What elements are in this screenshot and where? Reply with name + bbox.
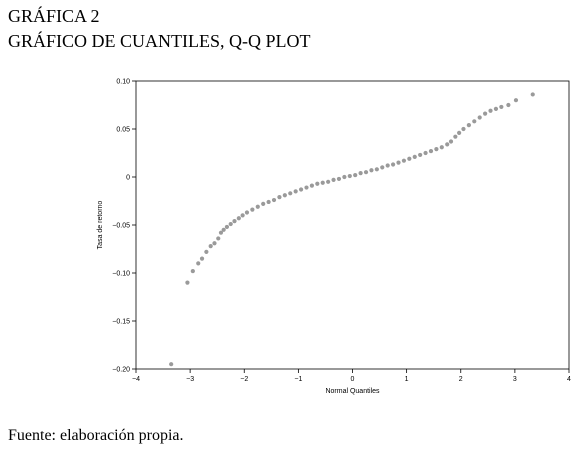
data-points bbox=[169, 92, 535, 367]
data-point bbox=[434, 147, 439, 152]
data-point bbox=[320, 180, 325, 185]
x-tick-label: 0 bbox=[351, 376, 355, 383]
data-point bbox=[199, 256, 205, 261]
data-point bbox=[236, 216, 241, 221]
x-tick-label: 4 bbox=[567, 376, 571, 383]
data-point bbox=[530, 92, 535, 97]
data-point bbox=[298, 187, 304, 192]
data-point bbox=[461, 126, 466, 132]
data-point bbox=[380, 165, 385, 170]
data-point bbox=[240, 213, 245, 218]
data-point bbox=[472, 119, 477, 124]
data-point bbox=[488, 108, 493, 113]
y-tick-label: −0.05 bbox=[112, 223, 130, 230]
y-tick-label: −0.15 bbox=[112, 319, 130, 326]
x-axis: −4 −3 −2 −1 0 1 2 3 4 bbox=[132, 369, 571, 383]
x-tick-label: 2 bbox=[459, 376, 463, 383]
data-point bbox=[453, 134, 458, 139]
data-point bbox=[499, 104, 504, 110]
data-point bbox=[385, 163, 390, 168]
data-point bbox=[353, 172, 358, 178]
x-tick-label: 1 bbox=[405, 376, 409, 383]
data-point bbox=[363, 170, 369, 175]
x-tick-label: −1 bbox=[294, 376, 302, 383]
data-point bbox=[407, 156, 412, 161]
x-tick-label: −2 bbox=[240, 376, 248, 383]
x-axis-label: Normal Quantiles bbox=[325, 388, 380, 395]
data-point bbox=[266, 199, 271, 205]
data-point bbox=[439, 145, 444, 150]
data-point bbox=[445, 142, 450, 147]
data-point bbox=[401, 158, 407, 163]
x-tick-label: −4 bbox=[132, 376, 140, 383]
data-point bbox=[336, 176, 342, 182]
y-axis-label: Tasa de retorno bbox=[97, 201, 104, 250]
data-point bbox=[428, 148, 434, 154]
data-point bbox=[358, 171, 363, 176]
data-point bbox=[493, 106, 499, 111]
data-point bbox=[282, 193, 287, 198]
data-point bbox=[261, 201, 266, 206]
data-point bbox=[216, 236, 221, 241]
data-point bbox=[204, 249, 209, 254]
y-tick-label: 0.05 bbox=[116, 127, 130, 134]
data-point bbox=[309, 183, 315, 188]
data-point bbox=[255, 204, 260, 209]
data-point bbox=[369, 168, 374, 173]
data-point bbox=[412, 154, 417, 159]
data-point bbox=[212, 241, 217, 246]
source-note: Fuente: elaboración propia. bbox=[8, 427, 184, 444]
data-point bbox=[483, 111, 488, 116]
x-tick-label: 3 bbox=[513, 376, 517, 383]
data-point bbox=[277, 195, 282, 200]
data-point bbox=[304, 185, 309, 190]
data-point bbox=[448, 139, 454, 144]
data-point bbox=[169, 362, 174, 367]
data-point bbox=[418, 152, 423, 158]
data-point bbox=[232, 219, 237, 224]
data-point bbox=[374, 167, 379, 172]
data-point bbox=[315, 181, 320, 186]
data-point bbox=[221, 227, 226, 232]
data-point bbox=[457, 130, 462, 135]
data-point bbox=[224, 224, 230, 230]
data-point bbox=[396, 160, 401, 165]
data-point bbox=[228, 221, 233, 227]
data-point bbox=[342, 174, 347, 180]
data-point bbox=[208, 244, 213, 249]
data-point bbox=[185, 280, 190, 285]
y-tick-label: 0 bbox=[126, 175, 130, 182]
data-point bbox=[271, 197, 277, 203]
data-point bbox=[293, 189, 298, 194]
data-point bbox=[244, 210, 250, 215]
data-point bbox=[326, 179, 331, 184]
data-point bbox=[250, 207, 255, 212]
data-point bbox=[288, 191, 293, 196]
data-point bbox=[506, 102, 511, 108]
y-tick-label: 0.10 bbox=[116, 79, 130, 86]
figure-title: GRÁFICO DE CUANTILES, Q-Q PLOT bbox=[8, 31, 311, 51]
data-point bbox=[390, 162, 396, 167]
y-axis: 0.10 0.05 0 −0.05 −0.10 −0.15 −0.20 bbox=[112, 79, 136, 374]
data-point bbox=[190, 268, 195, 274]
data-point bbox=[347, 173, 352, 179]
x-tick-label: −3 bbox=[186, 376, 194, 383]
data-point bbox=[196, 261, 201, 266]
y-tick-label: −0.20 bbox=[112, 367, 130, 374]
plot-frame bbox=[135, 80, 570, 370]
data-point bbox=[218, 230, 224, 235]
data-point bbox=[331, 177, 336, 182]
figure-number: GRÁFICA 2 bbox=[8, 6, 100, 26]
data-point bbox=[477, 115, 482, 120]
y-tick-label: −0.10 bbox=[112, 271, 130, 278]
data-point bbox=[513, 98, 519, 103]
data-point bbox=[423, 150, 428, 156]
data-point bbox=[466, 123, 471, 128]
